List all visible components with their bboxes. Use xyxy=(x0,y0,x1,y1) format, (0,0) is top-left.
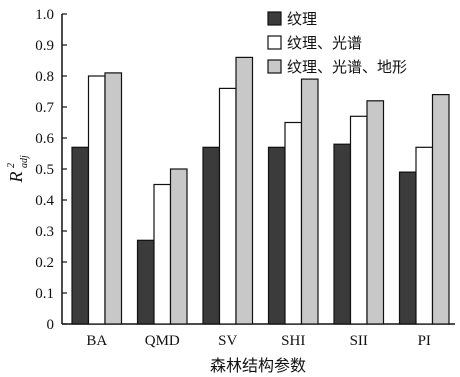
legend-label-2: 纹理、光谱 xyxy=(287,34,362,52)
legend-swatch-2 xyxy=(267,35,282,50)
y-tick-label: 0.1 xyxy=(35,286,54,302)
x-tick-label-shi: SHI xyxy=(281,333,305,349)
bar-sv-series-3 xyxy=(235,56,254,325)
bar-pi-series-1 xyxy=(398,171,417,325)
bars xyxy=(71,56,450,325)
x-labels: BA QMD SV SHI SII PI xyxy=(86,333,431,349)
x-tick-label-sv: SV xyxy=(218,333,237,349)
y-tick-label: 0.9 xyxy=(35,38,54,54)
bar-ba-series-2 xyxy=(87,75,106,325)
x-tick-label-pi: PI xyxy=(418,333,431,349)
y-axis-title-sub: adj xyxy=(19,155,30,168)
bar-sv-series-1 xyxy=(202,146,221,325)
y-tick-label: 0.7 xyxy=(35,100,54,116)
bar-sii-series-3 xyxy=(366,100,385,325)
y-axis-title-main: R xyxy=(6,172,26,184)
y-tick-label: 0.8 xyxy=(35,69,54,85)
y-tick-label: 0.5 xyxy=(35,162,54,178)
bar-shi-series-3 xyxy=(300,78,319,325)
y-tick-label: 1.0 xyxy=(35,7,54,23)
bar-qmd-series-1 xyxy=(136,239,155,325)
legend-label-1: 纹理 xyxy=(287,10,317,28)
x-axis-title: 森林结构参数 xyxy=(210,356,306,375)
bar-sii-series-2 xyxy=(349,115,368,325)
bar-shi-series-2 xyxy=(284,121,303,325)
bar-ba-series-3 xyxy=(104,72,123,325)
x-tick-label-qmd: QMD xyxy=(145,333,180,349)
y-ticks: 0 0.1 0.2 0.3 0.4 0.5 0.6 0.7 0.8 0.9 1.0 xyxy=(35,7,67,333)
y-tick-label: 0.6 xyxy=(35,131,54,147)
bar-sv-series-2 xyxy=(218,87,237,325)
bar-pi-series-2 xyxy=(415,146,434,325)
bar-shi-series-1 xyxy=(267,146,286,325)
x-tick-label-ba: BA xyxy=(86,333,107,349)
bar-qmd-series-3 xyxy=(169,168,188,325)
bar-ba-series-1 xyxy=(71,146,90,325)
y-tick-label: 0.4 xyxy=(35,193,54,209)
y-axis-title-sup: 2 xyxy=(6,163,17,168)
legend-swatch-3 xyxy=(267,59,282,74)
x-tick-label-sii: SII xyxy=(350,333,368,349)
bar-sii-series-1 xyxy=(333,143,352,325)
legend-swatch-1 xyxy=(267,11,282,26)
y-tick-label: 0.2 xyxy=(35,255,54,271)
legend-label-3: 纹理、光谱、地形 xyxy=(287,58,407,76)
y-tick-label: 0 xyxy=(47,317,55,333)
bar-pi-series-3 xyxy=(431,93,450,325)
y-tick-label: 0.3 xyxy=(35,224,54,240)
bar-qmd-series-2 xyxy=(153,183,172,325)
y-axis-title: R 2 adj xyxy=(6,155,30,184)
